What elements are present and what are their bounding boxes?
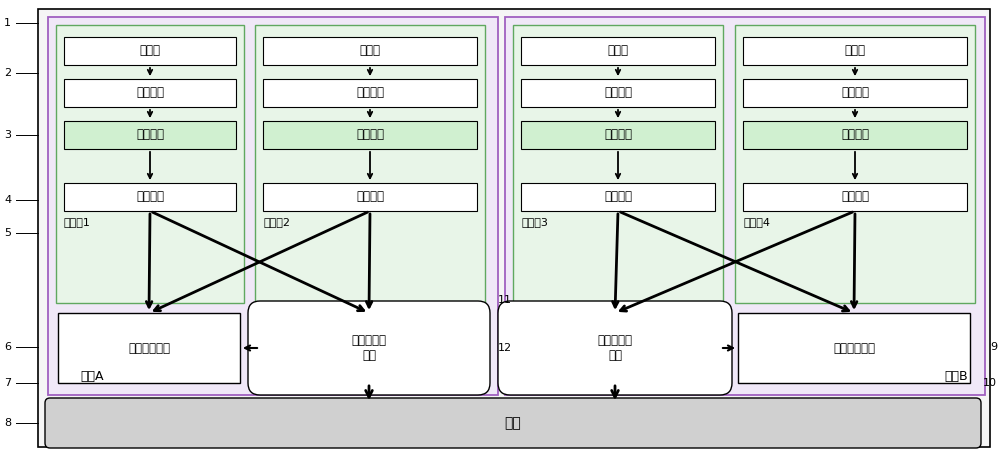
FancyBboxPatch shape xyxy=(738,313,970,383)
FancyBboxPatch shape xyxy=(743,121,967,149)
Text: 虚拟设备: 虚拟设备 xyxy=(136,191,164,203)
Text: 7: 7 xyxy=(4,378,11,388)
FancyBboxPatch shape xyxy=(263,79,477,107)
Text: 虚拟机2: 虚拟机2 xyxy=(263,217,290,227)
FancyBboxPatch shape xyxy=(735,25,975,303)
Text: 3: 3 xyxy=(4,130,11,140)
FancyBboxPatch shape xyxy=(263,121,477,149)
FancyBboxPatch shape xyxy=(743,79,967,107)
FancyBboxPatch shape xyxy=(64,37,236,65)
Text: 11: 11 xyxy=(498,295,512,305)
FancyBboxPatch shape xyxy=(45,398,981,448)
FancyBboxPatch shape xyxy=(255,25,485,303)
FancyBboxPatch shape xyxy=(48,17,498,395)
Text: 虚拟设备: 虚拟设备 xyxy=(841,191,869,203)
Text: 10: 10 xyxy=(983,378,997,388)
Text: 共享存储空间: 共享存储空间 xyxy=(833,342,875,354)
Text: 设备驱动: 设备驱动 xyxy=(136,128,164,142)
Text: 9: 9 xyxy=(990,342,997,352)
FancyBboxPatch shape xyxy=(513,25,723,303)
Text: 应用层: 应用层 xyxy=(844,45,865,57)
Text: 编程接口: 编程接口 xyxy=(356,86,384,100)
FancyBboxPatch shape xyxy=(521,121,715,149)
Text: 虚拟机1: 虚拟机1 xyxy=(64,217,91,227)
Text: 主机B: 主机B xyxy=(944,370,968,383)
Text: 设备驱动: 设备驱动 xyxy=(841,128,869,142)
FancyBboxPatch shape xyxy=(521,37,715,65)
Text: 应用层: 应用层 xyxy=(608,45,629,57)
FancyBboxPatch shape xyxy=(263,183,477,211)
Text: 共享存储空间: 共享存储空间 xyxy=(128,342,170,354)
FancyBboxPatch shape xyxy=(64,121,236,149)
FancyBboxPatch shape xyxy=(64,79,236,107)
Text: 虚拟机服务
模块: 虚拟机服务 模块 xyxy=(352,334,387,362)
Text: 8: 8 xyxy=(4,418,11,428)
Text: 4: 4 xyxy=(4,195,11,205)
Text: 虚拟机3: 虚拟机3 xyxy=(521,217,548,227)
FancyBboxPatch shape xyxy=(505,17,985,395)
Text: 应用层: 应用层 xyxy=(360,45,380,57)
FancyBboxPatch shape xyxy=(743,183,967,211)
Text: 设备驱动: 设备驱动 xyxy=(604,128,632,142)
Text: 编程接口: 编程接口 xyxy=(841,86,869,100)
Text: 虚拟设备: 虚拟设备 xyxy=(604,191,632,203)
FancyBboxPatch shape xyxy=(38,9,990,447)
FancyBboxPatch shape xyxy=(521,183,715,211)
Text: 编程接口: 编程接口 xyxy=(604,86,632,100)
Text: 设备驱动: 设备驱动 xyxy=(356,128,384,142)
Text: 1: 1 xyxy=(4,18,11,28)
Text: 应用层: 应用层 xyxy=(140,45,160,57)
FancyBboxPatch shape xyxy=(58,313,240,383)
FancyBboxPatch shape xyxy=(521,79,715,107)
Text: 编程接口: 编程接口 xyxy=(136,86,164,100)
Text: 虚拟设备: 虚拟设备 xyxy=(356,191,384,203)
Text: 12: 12 xyxy=(498,343,512,353)
Text: 5: 5 xyxy=(4,228,11,238)
Text: 网络: 网络 xyxy=(505,416,521,430)
Text: 主机A: 主机A xyxy=(80,370,104,383)
FancyBboxPatch shape xyxy=(263,37,477,65)
FancyBboxPatch shape xyxy=(743,37,967,65)
Text: 6: 6 xyxy=(4,342,11,352)
FancyBboxPatch shape xyxy=(498,301,732,395)
Text: 2: 2 xyxy=(4,68,11,78)
FancyBboxPatch shape xyxy=(56,25,244,303)
FancyBboxPatch shape xyxy=(248,301,490,395)
FancyBboxPatch shape xyxy=(64,183,236,211)
Text: 虚拟机服务
模块: 虚拟机服务 模块 xyxy=(598,334,633,362)
Text: 虚拟机4: 虚拟机4 xyxy=(743,217,770,227)
